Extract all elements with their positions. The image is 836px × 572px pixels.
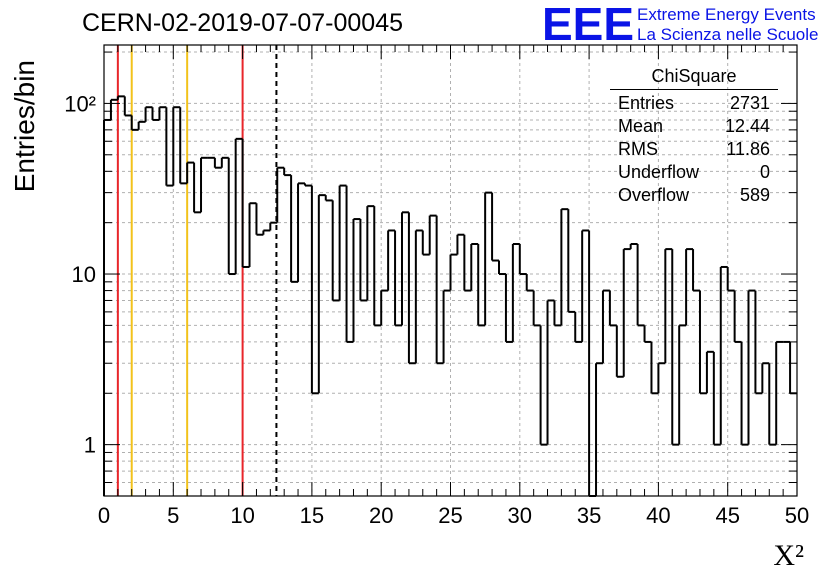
stats-row-entries: Entries 2731 xyxy=(610,92,778,115)
x-tick-label: 0 xyxy=(98,503,110,528)
x-tick-label: 45 xyxy=(715,503,739,528)
stats-value: 11.86 xyxy=(726,139,770,159)
y-tick-label: 10² xyxy=(64,91,96,116)
y-tick-label: 1 xyxy=(84,433,96,458)
stats-value: 589 xyxy=(739,185,770,205)
x-tick-label: 50 xyxy=(785,503,809,528)
x-tick-label: 15 xyxy=(300,503,324,528)
stats-label: RMS xyxy=(618,139,658,159)
stats-label: Overflow xyxy=(618,185,690,205)
x-tick-label: 5 xyxy=(167,503,179,528)
logo-line-1: Extreme Energy Events xyxy=(637,5,816,24)
stats-title: ChiSquare xyxy=(610,66,778,90)
stats-value: 0 xyxy=(759,162,770,182)
x-tick-label: 20 xyxy=(369,503,393,528)
run-title: CERN-02-2019-07-07-00045 xyxy=(82,9,404,37)
stats-row-mean: Mean 12.44 xyxy=(610,115,778,138)
grid-lines xyxy=(104,45,797,496)
x-tick-label: 10 xyxy=(230,503,254,528)
stats-row-rms: RMS 11.86 xyxy=(610,138,778,161)
stats-value: 2731 xyxy=(729,93,770,113)
stats-row-overflow: Overflow 589 xyxy=(610,184,778,207)
logo-line-2: La Scienza nelle Scuole xyxy=(637,25,819,44)
x-tick-label: 30 xyxy=(508,503,532,528)
stats-label: Mean xyxy=(618,116,664,136)
histogram xyxy=(103,95,797,497)
reference-lines xyxy=(116,45,278,496)
x-tick-label: 35 xyxy=(577,503,601,528)
x-tick-label: 25 xyxy=(438,503,462,528)
logo-letters: EEE xyxy=(542,0,635,50)
x-axis-label: X² xyxy=(773,539,804,572)
stats-box: ChiSquare Entries 2731 Mean 12.44 RMS 11… xyxy=(610,66,778,207)
x-tick-label: 40 xyxy=(646,503,670,528)
stats-label: Underflow xyxy=(618,162,700,182)
y-tick-label: 10 xyxy=(72,262,96,287)
x-axis-ticks: 0 5 10 15 20 25 30 35 40 45 50 xyxy=(98,45,809,528)
y-axis-label: Entries/bin xyxy=(9,60,40,192)
stats-label: Entries xyxy=(618,93,675,113)
y-axis-ticks: 1 10 10² xyxy=(64,51,797,497)
stats-row-underflow: Underflow 0 xyxy=(610,161,778,184)
stats-value: 12.44 xyxy=(724,116,770,136)
